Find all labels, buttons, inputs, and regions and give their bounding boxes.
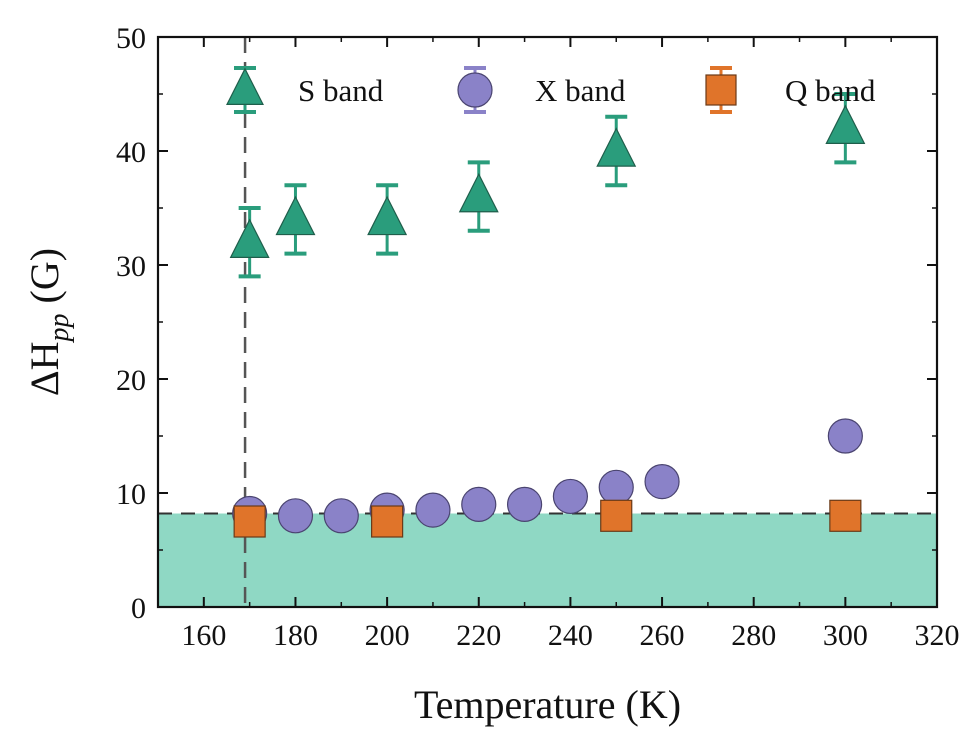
- shaded-band: [158, 513, 937, 607]
- y-tick-label: 50: [116, 22, 146, 55]
- legend-entry: X band: [457, 66, 626, 114]
- y-tick-label: 10: [116, 478, 146, 511]
- legend-marker: [705, 74, 737, 106]
- x-tick-label: 220: [456, 619, 501, 652]
- x-tick-label: 200: [365, 619, 410, 652]
- data-point: [644, 464, 680, 500]
- data-point: [506, 486, 543, 522]
- y-axis-label: ΔHpp (G): [22, 248, 75, 396]
- legend-entry: S band: [226, 66, 384, 114]
- data-point: [233, 505, 266, 538]
- y-label-unit: (G): [22, 248, 67, 314]
- legend-marker: [457, 72, 493, 108]
- x-tick-label: 300: [823, 619, 868, 652]
- data-point: [461, 486, 497, 522]
- legend-label: Q band: [785, 73, 876, 108]
- data-point: [367, 195, 408, 236]
- data-point: [598, 469, 634, 505]
- x-tick-label: 240: [548, 619, 593, 652]
- data-point: [829, 499, 862, 532]
- y-tick-label: 20: [116, 364, 146, 397]
- data-point: [600, 499, 633, 532]
- data-point: [275, 195, 316, 236]
- series-s-band: [229, 92, 866, 279]
- data-point: [825, 104, 866, 144]
- x-tick-label: 280: [731, 619, 776, 652]
- y-label-base: ΔH: [22, 341, 67, 396]
- legend-label: X band: [535, 73, 626, 108]
- data-point: [827, 418, 863, 454]
- legend-marker: [226, 67, 264, 105]
- data-point: [371, 505, 404, 538]
- data-point: [229, 218, 270, 258]
- legend-entry: Q band: [705, 66, 876, 114]
- x-axis-label: Temperature (K): [414, 682, 681, 727]
- legend-label: S band: [298, 73, 384, 108]
- y-tick-label: 30: [116, 250, 146, 283]
- x-tick-label: 320: [915, 619, 960, 652]
- data-point: [415, 492, 451, 528]
- data-point: [596, 127, 637, 167]
- y-tick-label: 0: [131, 592, 146, 625]
- axis-ticks: 160 180 200 220 240 260 280 300 320 0 10 20 30 40 50: [116, 22, 960, 652]
- y-label-subscript: pp: [44, 313, 75, 343]
- data-point: [458, 172, 499, 213]
- data-point: [552, 478, 589, 515]
- series-q-band: [233, 499, 862, 538]
- shaded-region: [158, 513, 937, 607]
- x-tick-label: 160: [181, 619, 226, 652]
- y-tick-label: 40: [116, 136, 146, 169]
- x-tick-label: 180: [273, 619, 318, 652]
- data-point: [323, 498, 359, 534]
- data-marks: [229, 92, 866, 538]
- data-point: [277, 498, 314, 534]
- x-tick-label: 260: [640, 619, 685, 652]
- legend: S band X band Q band: [226, 66, 876, 114]
